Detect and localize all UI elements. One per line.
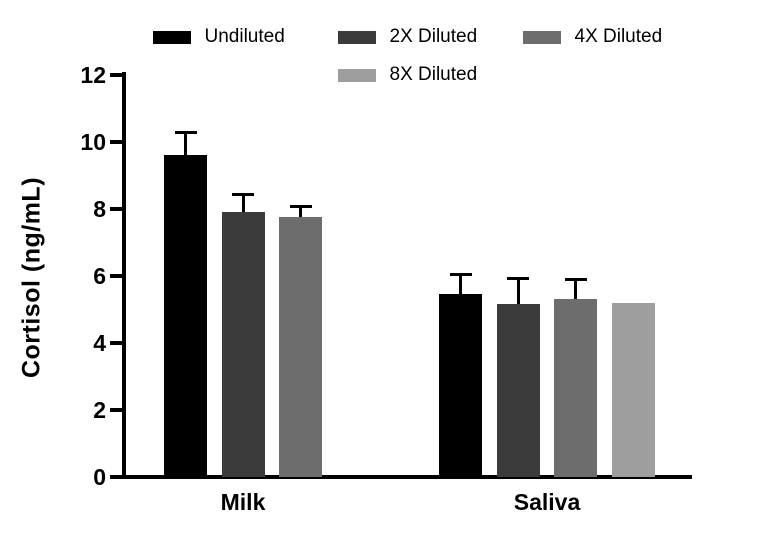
legend-label: 8X Diluted xyxy=(389,64,478,85)
error-bar-cap xyxy=(449,273,472,277)
x-axis-line xyxy=(122,475,692,479)
y-axis-tick xyxy=(110,274,122,278)
error-bar-stem xyxy=(241,193,245,213)
legend-label: Undiluted xyxy=(204,26,285,47)
error-bar-cap xyxy=(564,278,587,282)
legend-item: Undiluted xyxy=(152,26,338,48)
y-axis-tick xyxy=(110,408,122,412)
bar-4x-diluted xyxy=(279,217,322,477)
error-bar-stem xyxy=(574,279,578,300)
y-tick-label: 10 xyxy=(80,129,106,155)
y-tick-label: 6 xyxy=(93,263,106,289)
error-bar-cap xyxy=(507,276,530,280)
y-axis-tick xyxy=(110,341,122,345)
legend-swatch-icon xyxy=(152,30,191,44)
error-bar-stem xyxy=(299,205,302,218)
legend-item: 8X Diluted xyxy=(337,64,523,86)
y-tick-label: 0 xyxy=(93,464,106,490)
y-tick-label: 8 xyxy=(93,196,106,222)
legend-item: 4X Diluted xyxy=(522,26,708,48)
error-bar-stem xyxy=(184,131,187,156)
y-tick-label: 4 xyxy=(93,330,106,356)
y-axis-tick xyxy=(110,207,122,211)
bar-2x-diluted xyxy=(496,304,540,477)
error-bar-cap xyxy=(232,192,254,196)
y-tick-label: 2 xyxy=(93,397,106,423)
error-bar-stem xyxy=(516,277,520,305)
legend-swatch-icon xyxy=(337,68,376,82)
bar-2x-diluted xyxy=(221,212,265,477)
legend-label: 4X Diluted xyxy=(574,26,663,47)
bar-undiluted xyxy=(439,294,483,477)
legend-swatch-icon xyxy=(522,30,561,44)
chart-legend: Undiluted 2X Diluted 4X Diluted 8X Diluted xyxy=(140,26,720,86)
y-axis-line xyxy=(122,72,126,479)
legend-item: 2X Diluted xyxy=(337,26,523,48)
y-axis-tick xyxy=(110,73,122,77)
legend-swatch-icon xyxy=(337,30,376,44)
y-axis-title: Cortisol (ng/mL) xyxy=(17,176,46,379)
y-tick-label: 12 xyxy=(80,62,106,88)
bar-8x-diluted xyxy=(611,302,655,477)
y-axis-tick xyxy=(110,475,122,479)
y-axis-tick xyxy=(110,140,122,144)
legend-label: 2X Diluted xyxy=(389,26,478,47)
x-category-label: Saliva xyxy=(513,489,581,515)
bar-4x-diluted xyxy=(554,299,598,477)
bar-undiluted xyxy=(164,155,207,477)
error-bar-cap xyxy=(289,204,312,208)
error-bar-stem xyxy=(459,274,463,295)
error-bar-cap xyxy=(174,130,197,134)
x-category-label: Milk xyxy=(220,489,266,515)
